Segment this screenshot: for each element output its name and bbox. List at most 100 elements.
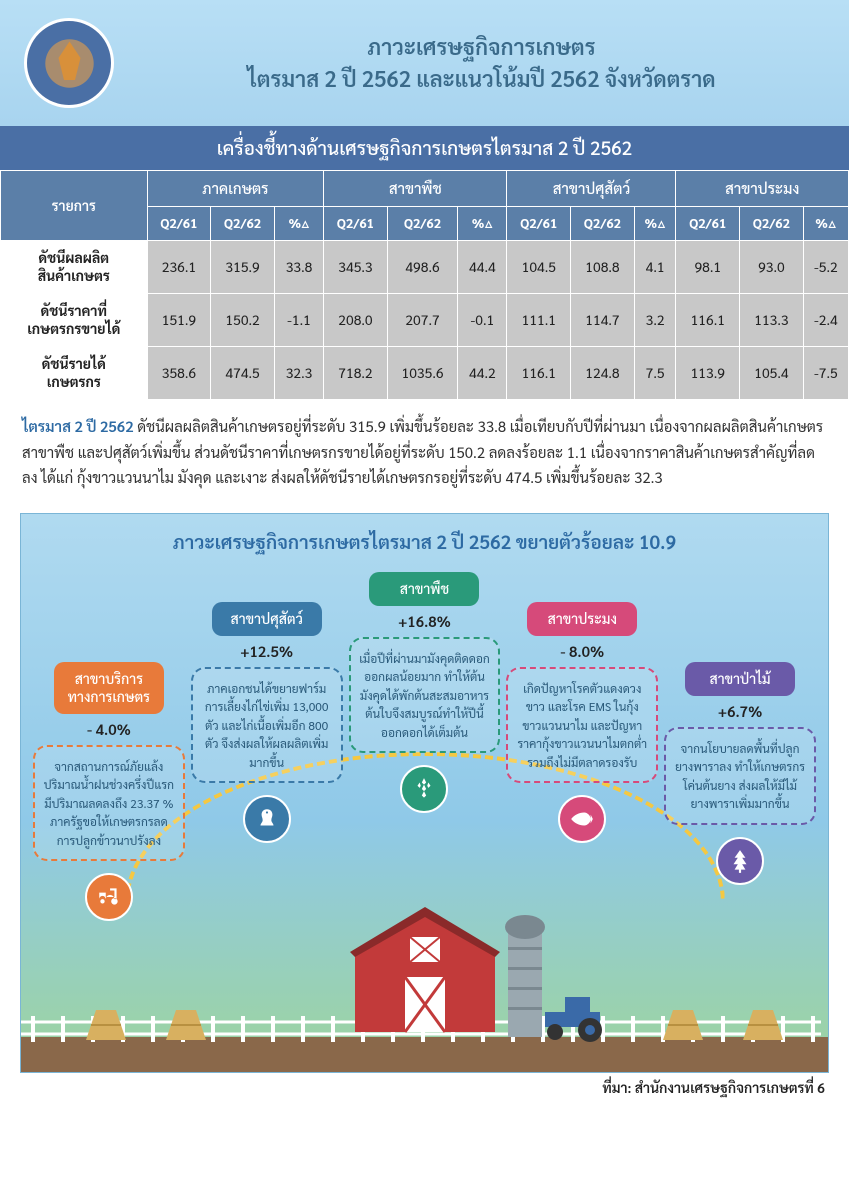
table-row: ดัชนีรายได้เกษตรกร358.6474.532.3718.2103… [1, 347, 849, 400]
table-row: ดัชนีราคาที่เกษตรกรขายได้151.9150.2-1.12… [1, 294, 849, 347]
data-cell: 718.2 [324, 347, 388, 400]
sector-infographic: ภาวะเศรษฐกิจการเกษตรไตรมาส 2 ปี 2562 ขยา… [20, 513, 829, 1073]
sector-name-pill: สาขาปศุสัตว์ [212, 602, 322, 636]
summary-paragraph: ไตรมาส 2 ปี 2562 ดัชนีผลผลิตสินค้าเกษตรอ… [0, 400, 849, 505]
data-cell: 111.1 [507, 294, 571, 347]
sector-name-pill: สาขาบริการทางการเกษตร [54, 662, 164, 714]
sector-name-pill: สาขาประมง [527, 602, 637, 636]
sub-header: Q2/61 [676, 207, 740, 241]
data-cell: 358.6 [147, 347, 211, 400]
data-cell: 32.3 [274, 347, 323, 400]
data-cell: 98.1 [676, 241, 740, 294]
document-header: ภาวะเศรษฐกิจการเกษตร ไตรมาส 2 ปี 2562 แล… [0, 0, 849, 126]
row-label: ดัชนีผลผลิตสินค้าเกษตร [1, 241, 148, 294]
data-cell: 113.9 [676, 347, 740, 400]
data-cell: 116.1 [676, 294, 740, 347]
header-titles: ภาวะเศรษฐกิจการเกษตร ไตรมาส 2 ปี 2562 แล… [138, 33, 825, 93]
sector-description: จากสถานการณ์ภัยแล้ง ปริมาณน้ำฝนช่วงครึ่ง… [33, 745, 185, 862]
data-cell: 93.0 [740, 241, 804, 294]
sector-description: เกิดปัญหาโรคตัวแดงดวงขาว และโรค EMS ในกุ… [506, 667, 658, 784]
data-cell: 150.2 [211, 294, 275, 347]
data-cell: 315.9 [211, 241, 275, 294]
indicators-table: รายการ ภาคเกษตร สาขาพืช สาขาปศุสัตว์ สาข… [0, 170, 849, 400]
table-corner-header: รายการ [1, 171, 148, 241]
data-cell: 116.1 [507, 347, 571, 400]
sub-header: Q2/61 [324, 207, 388, 241]
data-cell: 44.4 [458, 241, 507, 294]
data-cell: 1035.6 [387, 347, 457, 400]
document-title-line2: ไตรมาส 2 ปี 2562 และแนวโน้มปี 2562 จังหว… [138, 65, 825, 93]
data-cell: 3.2 [634, 294, 676, 347]
sector-name-pill: สาขาป่าไม้ [685, 662, 795, 696]
section-title: เครื่องชี้ทางด้านเศรษฐกิจการเกษตรไตรมาส … [0, 126, 849, 170]
group-header-0: ภาคเกษตร [147, 171, 324, 207]
sector-percent: +12.5% [240, 642, 293, 661]
sector-description: ภาคเอกชนได้ขยายฟาร์มการเลี้ยงไก่ไข่เพิ่ม… [191, 667, 343, 784]
sector-percent: - 4.0% [87, 720, 131, 739]
chicken-icon [243, 795, 291, 843]
sector-column: สาขาบริการทางการเกษตร - 4.0% จากสถานการณ์ภ… [33, 662, 185, 922]
sub-header: Q2/62 [740, 207, 804, 241]
sub-header: Q2/61 [147, 207, 211, 241]
data-cell: 105.4 [740, 347, 804, 400]
hay-icon [161, 1000, 211, 1040]
row-label: ดัชนีรายได้เกษตรกร [1, 347, 148, 400]
data-cell: 44.2 [458, 347, 507, 400]
sectors-row: สาขาบริการทางการเกษตร - 4.0% จากสถานการณ์ภ… [33, 572, 816, 922]
data-cell: -7.5 [803, 347, 848, 400]
table-row: ดัชนีผลผลิตสินค้าเกษตร236.1315.933.8345.… [1, 241, 849, 294]
sub-header: Q2/61 [507, 207, 571, 241]
fish-icon [558, 795, 606, 843]
paragraph-body: ดัชนีผลผลิตสินค้าเกษตรอยู่ที่ระดับ 315.9… [22, 417, 823, 487]
data-cell: 104.5 [507, 241, 571, 294]
sector-column: สาขาพืช +16.8% เมื่อปีที่ผ่านมามังคุดติดดอ… [349, 572, 501, 922]
sector-description: เมื่อปีที่ผ่านมามังคุดติดดอกออกผลน้อยมาก… [349, 637, 501, 754]
sector-percent: +16.8% [398, 612, 451, 631]
data-cell: 151.9 [147, 294, 211, 347]
sub-header: %△ [458, 207, 507, 241]
group-header-3: สาขาประมง [676, 171, 849, 207]
agency-seal [24, 18, 114, 108]
sub-header: Q2/62 [211, 207, 275, 241]
hay-icon [738, 1000, 788, 1040]
data-cell: 236.1 [147, 241, 211, 294]
sub-header: Q2/62 [571, 207, 635, 241]
tree-icon [716, 837, 764, 885]
data-cell: 7.5 [634, 347, 676, 400]
data-cell: -5.2 [803, 241, 848, 294]
row-label: ดัชนีราคาที่เกษตรกรขายได้ [1, 294, 148, 347]
group-header-1: สาขาพืช [324, 171, 507, 207]
data-cell: 208.0 [324, 294, 388, 347]
tractor-icon [535, 992, 615, 1042]
document-title-line1: ภาวะเศรษฐกิจการเกษตร [138, 33, 825, 61]
data-cell: 498.6 [387, 241, 457, 294]
data-cell: 345.3 [324, 241, 388, 294]
data-cell: 108.8 [571, 241, 635, 294]
sub-header: %△ [634, 207, 676, 241]
sector-column: สาขาประมง - 8.0% เกิดปัญหาโรคตัวแดงดวงขาว … [506, 602, 658, 922]
sector-column: สาขาป่าไม้ +6.7% จากนโยบายลดพื้นที่ปลูกยาง… [664, 662, 816, 922]
data-cell: 474.5 [211, 347, 275, 400]
tractor-icon [85, 873, 133, 921]
data-cell: 207.7 [387, 294, 457, 347]
sector-name-pill: สาขาพืช [369, 572, 479, 606]
sector-column: สาขาปศุสัตว์ +12.5% ภาคเอกชนได้ขยายฟาร์มกา… [191, 602, 343, 922]
sub-header: %△ [803, 207, 848, 241]
group-header-2: สาขาปศุสัตว์ [507, 171, 676, 207]
sub-header: Q2/62 [387, 207, 457, 241]
sector-description: จากนโยบายลดพื้นที่ปลูกยางพาราลง ทำให้เกษ… [664, 727, 816, 825]
page: ภาวะเศรษฐกิจการเกษตร ไตรมาส 2 ปี 2562 แล… [0, 0, 849, 1107]
data-cell: -0.1 [458, 294, 507, 347]
data-cell: 124.8 [571, 347, 635, 400]
wheat-icon [400, 765, 448, 813]
data-cell: 113.3 [740, 294, 804, 347]
sub-header: %△ [274, 207, 323, 241]
hay-icon [658, 1000, 708, 1040]
hay-icon [81, 1000, 131, 1040]
data-cell: -2.4 [803, 294, 848, 347]
data-cell: 4.1 [634, 241, 676, 294]
sector-percent: +6.7% [718, 702, 762, 721]
data-cell: 114.7 [571, 294, 635, 347]
data-cell: -1.1 [274, 294, 323, 347]
sector-percent: - 8.0% [560, 642, 604, 661]
